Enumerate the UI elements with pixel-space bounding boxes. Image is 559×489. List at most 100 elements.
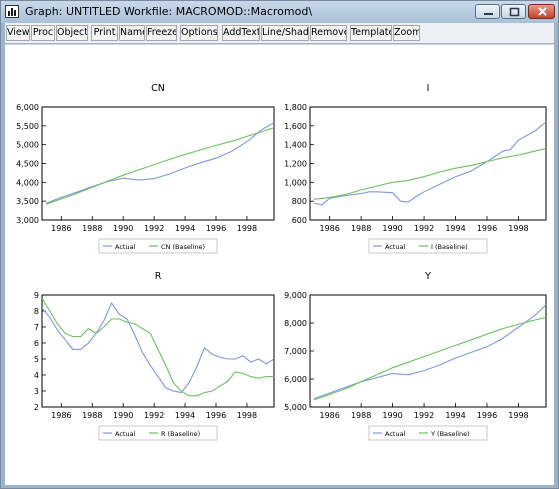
y-tick-label: 6 xyxy=(34,339,39,348)
view-button[interactable]: View xyxy=(6,25,30,41)
series-line-baseline xyxy=(42,297,274,397)
line-shade-button[interactable]: Line/Shade xyxy=(261,25,309,41)
y-tick-label: 3,500 xyxy=(16,197,39,206)
x-tick-label: 1996 xyxy=(206,224,226,233)
y-tick-label: 1,200 xyxy=(284,160,307,169)
y-tick-label: 8 xyxy=(34,307,39,316)
proc-button[interactable]: Proc xyxy=(31,25,55,41)
legend-label: Actual xyxy=(385,243,406,251)
y-tick-label: 5,500 xyxy=(16,122,39,131)
series-line-actual xyxy=(313,121,546,206)
plot-frame xyxy=(41,294,275,408)
x-tick-label: 1986 xyxy=(319,411,339,420)
x-tick-label: 1988 xyxy=(351,411,371,420)
plot-frame xyxy=(309,294,547,408)
chart-title: R xyxy=(155,271,162,282)
x-tick-label: 1994 xyxy=(445,411,465,420)
toolbar: View Proc Object Print Name Freeze Optio… xyxy=(5,23,554,43)
y-tick-label: 1,600 xyxy=(284,122,307,131)
y-tick-label: 5,000 xyxy=(284,403,307,412)
x-tick-label: 1992 xyxy=(144,224,164,233)
maximize-button[interactable] xyxy=(501,4,526,19)
x-tick-label: 1990 xyxy=(382,411,402,420)
x-tick-label: 1998 xyxy=(237,224,257,233)
x-tick-label: 1988 xyxy=(82,411,102,420)
x-tick-label: 1998 xyxy=(508,224,528,233)
legend-label: Actual xyxy=(115,243,136,251)
series-line-baseline xyxy=(45,127,274,205)
y-tick-label: 1,800 xyxy=(284,103,307,112)
x-tick-label: 1988 xyxy=(82,224,102,233)
y-tick-label: 600 xyxy=(292,216,307,225)
x-tick-label: 1988 xyxy=(351,224,371,233)
x-tick-label: 1994 xyxy=(175,411,195,420)
y-tick-label: 4,500 xyxy=(16,160,39,169)
series-line-actual xyxy=(313,304,546,400)
legend-label: I (Baseline) xyxy=(431,243,468,251)
y-tick-label: 9,000 xyxy=(284,291,307,300)
legend: Actual CN (Baseline) xyxy=(98,238,218,254)
y-tick-label: 5 xyxy=(34,355,39,364)
close-button[interactable] xyxy=(528,4,555,19)
y-tick-label: 2 xyxy=(34,403,39,412)
series-line-baseline xyxy=(313,147,546,200)
window-title: Graph: UNTITLED Workfile: MACROMOD::Macr… xyxy=(25,5,313,18)
y-tick-label: 3,000 xyxy=(16,216,39,225)
legend-label: CN (Baseline) xyxy=(161,243,205,251)
title-bar[interactable]: Graph: UNTITLED Workfile: MACROMOD::Macr… xyxy=(1,1,558,23)
y-tick-label: 4,000 xyxy=(16,178,39,187)
x-tick-label: 1996 xyxy=(206,411,226,420)
y-tick-label: 3 xyxy=(34,387,39,396)
chart-title: I xyxy=(427,83,430,94)
graph-area: CN 3,000 3,500 4,000 4,500 5,000 5,500 6,000 198… xyxy=(5,44,554,485)
minimize-button[interactable] xyxy=(475,4,500,19)
y-tick-label: 1,000 xyxy=(284,178,307,187)
zoom-button[interactable]: Zoom xyxy=(393,25,420,41)
y-tick-label: 5,000 xyxy=(16,141,39,150)
chart-icon xyxy=(5,5,19,18)
x-tick-label: 1996 xyxy=(477,224,497,233)
legend: Actual Y (Baseline) xyxy=(368,425,488,441)
legend-label: Actual xyxy=(385,430,406,438)
x-tick-label: 1994 xyxy=(175,224,195,233)
x-tick-label: 1996 xyxy=(477,411,497,420)
object-button[interactable]: Object xyxy=(56,25,88,41)
x-tick-label: 1998 xyxy=(508,411,528,420)
y-tick-label: 7,000 xyxy=(284,347,307,356)
name-button[interactable]: Name xyxy=(119,25,145,41)
x-tick-label: 1986 xyxy=(319,224,339,233)
minimize-icon xyxy=(484,13,493,15)
x-tick-label: 1990 xyxy=(113,411,133,420)
remove-button[interactable]: Remove xyxy=(310,25,347,41)
x-tick-label: 1994 xyxy=(445,224,465,233)
x-tick-label: 1998 xyxy=(237,411,257,420)
maximize-icon xyxy=(509,7,520,17)
x-tick-label: 1992 xyxy=(144,411,164,420)
template-button[interactable]: Template xyxy=(350,25,392,41)
y-tick-label: 9 xyxy=(34,291,39,300)
y-tick-label: 4 xyxy=(34,371,39,380)
series-line-actual xyxy=(42,301,274,394)
series-line-baseline xyxy=(313,316,546,401)
chart-i-panel: I 600 800 1,000 1,200 1,400 1,600 1,800 1986 1988… xyxy=(284,83,547,254)
x-tick-label: 1990 xyxy=(113,224,133,233)
x-tick-label: 1992 xyxy=(414,411,434,420)
legend-label: R (Baseline) xyxy=(161,430,200,438)
chart-y-panel: Y 5,000 6,000 7,000 8,000 9,000 1986 1988 1990 19… xyxy=(284,271,547,441)
plot-frame xyxy=(309,106,547,221)
legend-label: Actual xyxy=(115,430,136,438)
y-tick-label: 6,000 xyxy=(284,375,307,384)
y-tick-label: 7 xyxy=(34,323,39,332)
x-tick-label: 1990 xyxy=(382,224,402,233)
print-button[interactable]: Print xyxy=(91,25,118,41)
series-line-actual xyxy=(45,122,274,204)
y-tick-label: 8,000 xyxy=(284,319,307,328)
freeze-button[interactable]: Freeze xyxy=(146,25,177,41)
legend: Actual I (Baseline) xyxy=(368,238,488,254)
y-tick-label: 800 xyxy=(292,197,307,206)
options-button[interactable]: Options xyxy=(180,25,218,41)
addtext-button[interactable]: AddText xyxy=(222,25,260,41)
chart-title: Y xyxy=(424,271,431,282)
legend: Actual R (Baseline) xyxy=(98,425,218,441)
